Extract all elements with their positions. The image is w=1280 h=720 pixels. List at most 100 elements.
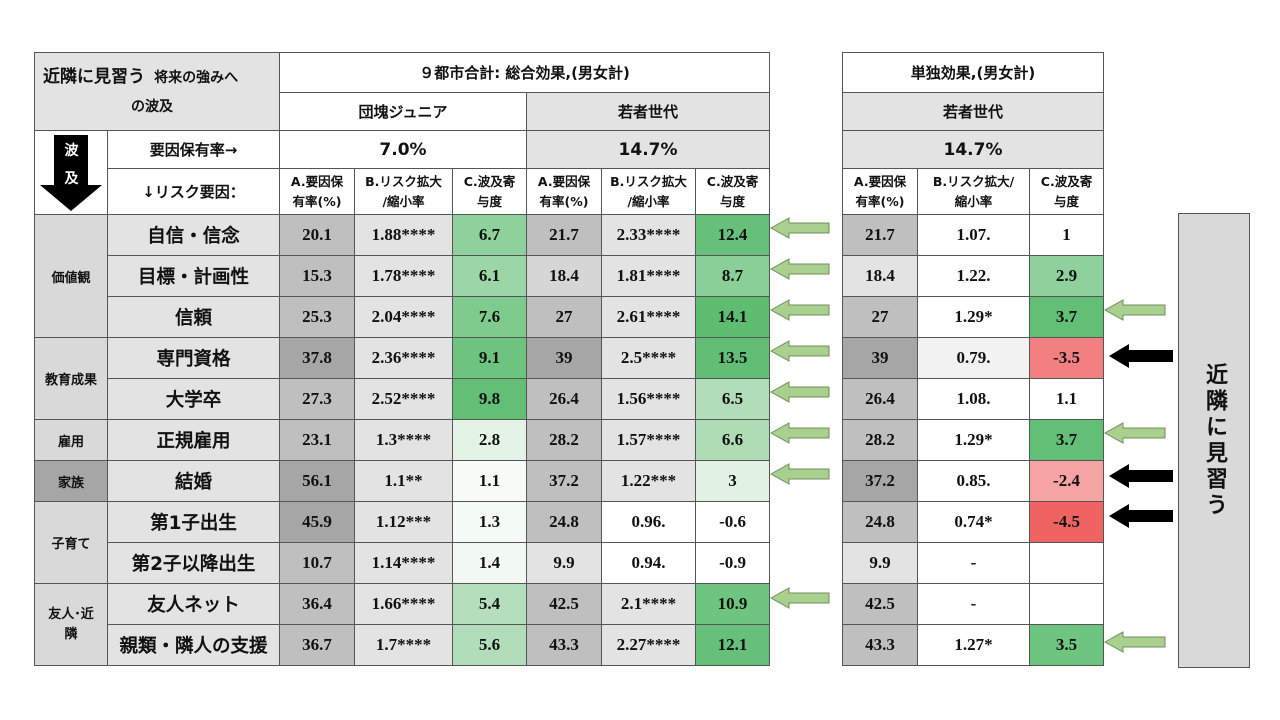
left-arrow-green-icon bbox=[769, 258, 830, 280]
left-arrow-black-icon bbox=[1109, 464, 1173, 488]
cell-c2: 14.1 bbox=[694, 296, 771, 338]
cohort-header-dankai: 団塊ジュニア bbox=[279, 92, 527, 131]
table-row: 価値観 自信・信念 20.1 1.88**** 6.7 21.7 2.33***… bbox=[34, 214, 771, 338]
cell-rc: 1 bbox=[1028, 214, 1105, 256]
cell-rc: -4.5 bbox=[1028, 501, 1105, 543]
col-a-header-1: A.要因保 bbox=[537, 173, 591, 189]
category-education: 教育成果 bbox=[34, 337, 108, 420]
col-c-header-1: C.波及寄 bbox=[463, 173, 516, 189]
table-row: 親類・隣人の支援 36.7 1.7**** 5.6 43.3 2.27**** … bbox=[35, 624, 771, 666]
side-label: 近隣に見習う bbox=[1202, 362, 1227, 519]
table-row: 家族 結婚 56.1 1.1** 1.1 37.2 1.22*** 3 bbox=[34, 460, 771, 502]
main-table: 近隣に見習う 将来の強みへ の波及 ９都市合計: 総合効果,(男女計) 団塊ジュ… bbox=[34, 52, 771, 666]
factor-name: 正規雇用 bbox=[107, 419, 280, 461]
cell-c2: -0.6 bbox=[694, 501, 771, 543]
factor-name: 大学卒 bbox=[107, 378, 280, 420]
group-header-solo: 単独効果,(男女計) bbox=[841, 52, 1105, 93]
cell-a1: 10.7 bbox=[279, 542, 355, 584]
title-main: 近隣に見習う bbox=[43, 66, 145, 87]
col-b-header-1: B.リスク拡大 bbox=[365, 173, 442, 189]
cell-c1: 6.1 bbox=[452, 255, 527, 297]
cell-rc bbox=[1028, 542, 1105, 584]
left-arrow-black-icon bbox=[1109, 344, 1173, 368]
cell-a2: 18.4 bbox=[526, 255, 602, 297]
cell-a1: 15.3 bbox=[279, 255, 355, 297]
col-b-header-1: B.リスク拡大/ bbox=[932, 173, 1015, 189]
col-c-header: C.波及寄 与度 bbox=[1028, 168, 1105, 215]
cell-rc: -2.4 bbox=[1028, 460, 1105, 502]
col-c-header-1: C.波及寄 bbox=[1040, 173, 1093, 189]
cell-rb: 1.22. bbox=[917, 255, 1030, 297]
cell-a2: 28.2 bbox=[526, 419, 602, 461]
table-row: 雇用 正規雇用 23.1 1.3**** 2.8 28.2 1.57**** 6… bbox=[34, 419, 771, 461]
col-b-header-2: /縮小率 bbox=[627, 193, 670, 209]
cell-b1: 1.66**** bbox=[354, 583, 453, 625]
cell-rb: 0.79. bbox=[917, 337, 1030, 379]
cell-rc: 3.7 bbox=[1028, 419, 1105, 461]
cell-c1: 1.1 bbox=[452, 460, 527, 502]
cell-a2: 21.7 bbox=[526, 214, 602, 256]
cell-rb: 0.74* bbox=[917, 501, 1030, 543]
col-c-header: C.波及寄 与度 bbox=[452, 168, 527, 215]
cohort-header-solo: 若者世代 bbox=[841, 92, 1105, 131]
cell-ra: 26.4 bbox=[842, 378, 918, 420]
cell-ra: 39 bbox=[842, 337, 918, 379]
cell-rb: 0.85. bbox=[917, 460, 1030, 502]
left-arrow-green-icon bbox=[769, 340, 830, 362]
col-a-header: A.要因保 有率(%) bbox=[526, 168, 602, 215]
table-row: 37.2 0.85. -2.4 bbox=[842, 460, 1105, 502]
table-row: 目標・計画性 15.3 1.78**** 6.1 18.4 1.81**** 8… bbox=[35, 255, 771, 297]
cell-rb: 1.29* bbox=[917, 419, 1030, 461]
col-b-header-2: /縮小率 bbox=[382, 193, 425, 209]
category-employment: 雇用 bbox=[34, 419, 108, 461]
cell-c1: 9.8 bbox=[452, 378, 527, 420]
hakyu-label-1: 波 bbox=[64, 143, 79, 159]
cell-rc: 2.9 bbox=[1028, 255, 1105, 297]
cohort-header-young: 若者世代 bbox=[525, 92, 771, 131]
cell-rc bbox=[1028, 583, 1105, 625]
cell-b1: 1.1** bbox=[354, 460, 453, 502]
cell-ra: 18.4 bbox=[842, 255, 918, 297]
cell-b2: 1.81**** bbox=[601, 255, 696, 297]
cell-rb: 1.27* bbox=[917, 624, 1030, 666]
table-row: 42.5- bbox=[842, 583, 1105, 625]
cell-ra: 21.7 bbox=[842, 214, 918, 256]
cell-c2: 6.6 bbox=[694, 419, 771, 461]
cell-a1: 36.7 bbox=[279, 624, 355, 666]
col-a-header-1: A.要因保 bbox=[853, 173, 907, 189]
cell-rb: 1.29* bbox=[917, 296, 1030, 338]
prevalence-young: 14.7% bbox=[525, 130, 771, 169]
cell-rb: 1.07. bbox=[917, 214, 1030, 256]
col-c-header: C.波及寄 与度 bbox=[694, 168, 771, 215]
cell-a1: 45.9 bbox=[279, 501, 355, 543]
col-b-header-2: 縮小率 bbox=[954, 193, 993, 209]
cell-b1: 2.52**** bbox=[354, 378, 453, 420]
cell-c1: 9.1 bbox=[452, 337, 527, 379]
cell-a2: 43.3 bbox=[526, 624, 602, 666]
cell-c2: 3 bbox=[694, 460, 771, 502]
table-title: 近隣に見習う 将来の強みへ の波及 bbox=[34, 52, 280, 131]
cell-b1: 1.12*** bbox=[354, 501, 453, 543]
cell-c2: 6.5 bbox=[694, 378, 771, 420]
cell-a2: 24.8 bbox=[526, 501, 602, 543]
cell-b2: 2.5**** bbox=[601, 337, 696, 379]
table-row: 39 0.79. -3.5 bbox=[842, 337, 1105, 379]
cell-c1: 2.8 bbox=[452, 419, 527, 461]
cell-rb: 1.08. bbox=[917, 378, 1030, 420]
risk-factor-label: ↓リスク要因： bbox=[107, 168, 280, 215]
col-c-header-2: 与度 bbox=[720, 193, 746, 209]
cell-b2: 2.33**** bbox=[601, 214, 696, 256]
cell-a1: 56.1 bbox=[279, 460, 355, 502]
cell-b2: 0.96. bbox=[601, 501, 696, 543]
hakyu-arrow-cell: 波 及 bbox=[34, 130, 108, 215]
left-arrow-green-icon bbox=[769, 463, 830, 485]
cell-b2: 1.56**** bbox=[601, 378, 696, 420]
cell-a2: 42.5 bbox=[526, 583, 602, 625]
cell-b1: 1.78**** bbox=[354, 255, 453, 297]
table-row: 信頼 25.3 2.04**** 7.6 27 2.61**** 14.1 bbox=[35, 296, 771, 338]
cell-rc: 3.7 bbox=[1028, 296, 1105, 338]
cell-b1: 1.14**** bbox=[354, 542, 453, 584]
down-arrow-icon bbox=[40, 135, 102, 211]
category-friends: 友人･近 隣 bbox=[34, 583, 108, 666]
cell-ra: 24.8 bbox=[842, 501, 918, 543]
